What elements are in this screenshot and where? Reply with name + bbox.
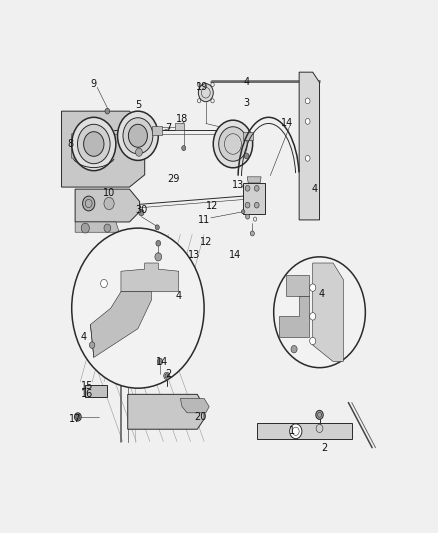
Text: 18: 18 [176, 115, 188, 124]
Polygon shape [72, 132, 85, 158]
Circle shape [157, 358, 162, 365]
Circle shape [104, 197, 114, 209]
Text: 12: 12 [206, 200, 219, 211]
Text: 2: 2 [165, 369, 172, 379]
Circle shape [244, 153, 249, 159]
Circle shape [74, 413, 81, 421]
Circle shape [245, 185, 250, 191]
Circle shape [246, 214, 250, 219]
Circle shape [123, 118, 153, 154]
Text: 7: 7 [165, 123, 172, 133]
Polygon shape [61, 111, 145, 187]
Text: 12: 12 [200, 238, 212, 247]
Text: 17: 17 [69, 414, 81, 424]
Circle shape [316, 410, 323, 419]
Bar [152, 126, 162, 134]
Text: 1: 1 [290, 426, 295, 437]
Circle shape [245, 202, 250, 208]
Circle shape [316, 424, 323, 432]
Text: 4: 4 [318, 289, 324, 299]
Text: 19: 19 [196, 82, 208, 92]
Circle shape [101, 279, 107, 288]
Text: 4: 4 [311, 184, 318, 194]
Polygon shape [299, 72, 320, 220]
Text: 30: 30 [135, 205, 148, 215]
Circle shape [305, 156, 310, 161]
Text: 8: 8 [67, 139, 73, 149]
Polygon shape [128, 394, 204, 429]
Circle shape [84, 132, 104, 156]
Text: 14: 14 [281, 118, 293, 128]
Circle shape [250, 231, 254, 236]
Bar [243, 183, 265, 214]
Bar [85, 385, 107, 397]
Polygon shape [121, 263, 179, 292]
Polygon shape [247, 177, 261, 183]
Text: 11: 11 [198, 215, 210, 225]
Polygon shape [90, 292, 152, 358]
Circle shape [104, 224, 111, 232]
Text: 15: 15 [81, 381, 93, 391]
Polygon shape [75, 189, 140, 222]
Circle shape [135, 148, 142, 156]
Circle shape [219, 127, 247, 161]
Circle shape [72, 117, 116, 171]
Polygon shape [75, 222, 119, 232]
Circle shape [128, 124, 148, 147]
Circle shape [310, 284, 316, 292]
Polygon shape [279, 296, 309, 337]
Circle shape [105, 108, 110, 114]
Text: 13: 13 [232, 180, 244, 190]
Polygon shape [286, 276, 309, 296]
Bar [243, 132, 253, 140]
Circle shape [83, 196, 95, 211]
Circle shape [156, 240, 161, 246]
Circle shape [291, 345, 297, 353]
Circle shape [241, 209, 245, 214]
Circle shape [155, 253, 162, 261]
Polygon shape [257, 423, 352, 440]
Circle shape [305, 98, 310, 104]
Text: 2: 2 [321, 443, 328, 453]
Circle shape [76, 415, 80, 419]
Circle shape [310, 337, 316, 345]
Circle shape [254, 202, 259, 208]
Circle shape [213, 120, 253, 168]
Circle shape [138, 209, 144, 216]
Text: 9: 9 [91, 79, 97, 89]
Text: 16: 16 [81, 389, 93, 399]
Text: 14: 14 [155, 357, 168, 367]
Circle shape [164, 372, 170, 379]
Circle shape [89, 342, 95, 349]
Text: 20: 20 [194, 412, 207, 422]
Polygon shape [180, 399, 209, 413]
Circle shape [155, 225, 159, 230]
Circle shape [81, 223, 89, 233]
Text: 10: 10 [103, 188, 115, 198]
Text: 4: 4 [81, 332, 87, 342]
Circle shape [274, 257, 365, 368]
Circle shape [117, 111, 158, 160]
Polygon shape [313, 263, 343, 361]
Circle shape [182, 146, 186, 150]
Circle shape [305, 118, 310, 124]
Circle shape [78, 124, 110, 164]
Text: 29: 29 [167, 174, 180, 184]
Text: 13: 13 [188, 250, 200, 260]
Circle shape [72, 228, 204, 388]
Text: 3: 3 [244, 98, 250, 108]
Bar [175, 123, 184, 131]
Text: 5: 5 [135, 100, 141, 110]
Circle shape [290, 424, 302, 439]
Text: 4: 4 [244, 77, 250, 87]
Text: 4: 4 [176, 291, 182, 301]
Text: 14: 14 [229, 250, 241, 260]
Circle shape [310, 313, 316, 320]
Circle shape [254, 185, 259, 191]
Circle shape [198, 84, 213, 102]
